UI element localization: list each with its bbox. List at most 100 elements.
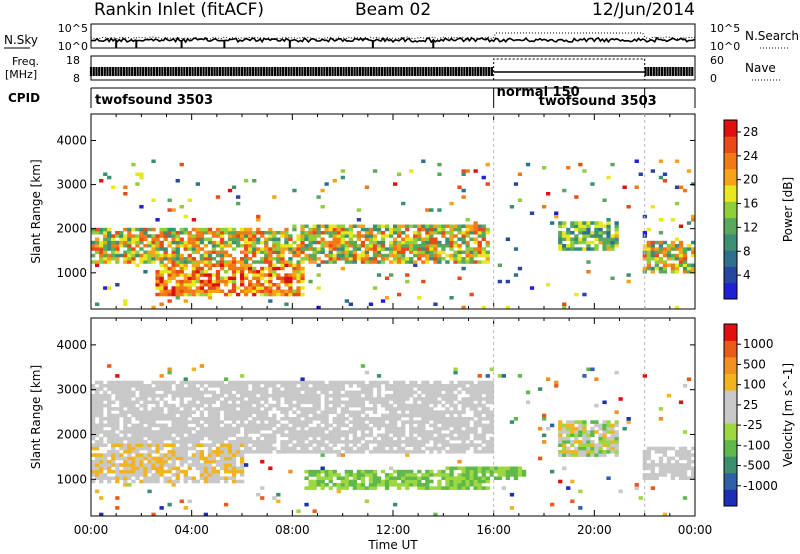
velocity-cell (308, 440, 313, 444)
velocity-cell (590, 440, 595, 444)
velocity-cell (594, 453, 599, 457)
velocity-cell (240, 413, 245, 418)
velocity-cell (316, 397, 321, 401)
velocity-cell (211, 453, 217, 457)
velocity-cell (199, 397, 204, 401)
power-cell (256, 231, 261, 235)
power-cell (465, 247, 470, 251)
velocity-cell (143, 426, 148, 431)
velocity-cell (260, 440, 265, 444)
velocity-cell (678, 463, 684, 467)
velocity-cell (666, 456, 672, 461)
power-cell (380, 224, 386, 228)
velocity-cell (324, 407, 329, 411)
velocity-cell (183, 469, 188, 474)
power-cell (240, 266, 245, 271)
power-cell (264, 273, 269, 277)
power-cell (437, 172, 442, 176)
velocity-cell (288, 446, 293, 451)
velocity-cell (445, 483, 450, 487)
velocity-colorbar-swatch (724, 406, 737, 424)
velocity-cell (207, 430, 213, 434)
velocity-cell (139, 423, 144, 428)
velocity-cell (384, 417, 390, 421)
velocity-cell (231, 397, 237, 401)
power-cell (654, 257, 659, 261)
velocity-cell (103, 453, 108, 457)
power-cell (614, 224, 619, 228)
power-cell (199, 279, 204, 284)
velocity-cell (384, 433, 390, 438)
velocity-cell (304, 450, 309, 454)
power-cell (429, 253, 434, 258)
velocity-cell (389, 446, 394, 451)
power-cell (674, 247, 680, 251)
velocity-cell (356, 413, 362, 418)
velocity-cell (449, 436, 454, 441)
velocity-cell (123, 423, 128, 428)
velocity-cell (304, 433, 309, 438)
velocity-cell (457, 473, 462, 477)
velocity-cell (236, 384, 241, 388)
power-cell (260, 231, 265, 235)
velocity-cell (139, 456, 144, 461)
power-cell (401, 237, 406, 241)
power-cell (417, 234, 422, 238)
velocity-cell (151, 459, 156, 464)
velocity-cell (151, 387, 156, 391)
velocity-cell (417, 440, 422, 444)
power-cell (650, 247, 655, 251)
velocity-cell (272, 384, 277, 388)
power-cell (574, 221, 579, 225)
velocity-cell (308, 380, 313, 385)
velocity-cell (312, 440, 317, 444)
velocity-cell (236, 413, 241, 418)
power-cell (380, 237, 386, 241)
velocity-cell (127, 469, 132, 474)
velocity-cell (191, 443, 196, 447)
velocity-cell (231, 450, 237, 454)
velocity-cell (260, 380, 265, 385)
velocity-cell (183, 440, 188, 444)
velocity-cell (582, 423, 587, 428)
power-cell (513, 182, 519, 186)
velocity-cell (151, 479, 156, 484)
power-cell (389, 244, 394, 248)
velocity-cell (91, 430, 96, 434)
power-cell (465, 218, 470, 222)
velocity-cell (135, 384, 140, 388)
power-cell (215, 273, 221, 277)
velocity-cell (207, 473, 213, 477)
power-cell (336, 237, 341, 241)
power-cell (127, 247, 132, 251)
power-cell (199, 227, 204, 232)
velocity-cell (397, 483, 402, 487)
velocity-cell (433, 426, 438, 431)
power-cell (594, 221, 599, 225)
velocity-cell (320, 469, 325, 474)
velocity-cell (127, 443, 132, 447)
velocity-cell (123, 436, 128, 441)
power-cell (380, 257, 386, 261)
cpid-segment-label: normal 150 (497, 85, 580, 100)
power-cell (231, 283, 237, 287)
power-cell (244, 273, 249, 277)
power-cell (364, 244, 370, 248)
power-cell (155, 283, 160, 287)
power-cell (231, 257, 237, 261)
power-cell (135, 263, 140, 267)
velocity-cell (324, 417, 329, 421)
velocity-cell (554, 384, 559, 388)
velocity-cell (244, 463, 249, 467)
velocity-cell (477, 390, 482, 395)
power-cell (586, 221, 591, 225)
velocity-cell (131, 400, 136, 405)
power-cell (304, 231, 309, 235)
power-cell (674, 237, 680, 241)
velocity-cell (646, 456, 651, 461)
power-cell (276, 247, 281, 251)
velocity-cell (147, 446, 152, 451)
velocity-cell (288, 426, 293, 431)
velocity-cell (538, 387, 543, 391)
velocity-cell (272, 446, 277, 451)
